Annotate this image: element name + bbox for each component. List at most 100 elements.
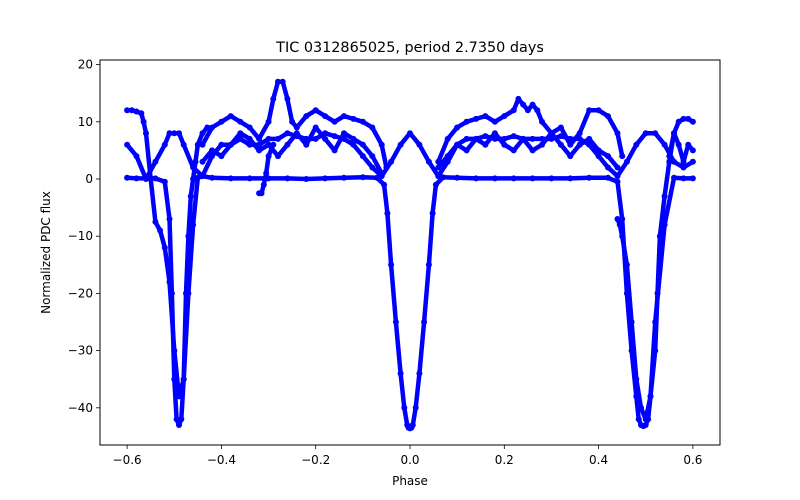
series-trace xyxy=(124,173,696,431)
data-point xyxy=(270,95,277,102)
data-point xyxy=(256,147,263,154)
data-point xyxy=(440,174,446,181)
data-point xyxy=(124,174,131,181)
data-point xyxy=(534,107,541,114)
data-point xyxy=(303,176,310,182)
data-point xyxy=(392,319,399,325)
data-series-1 xyxy=(124,173,696,432)
data-point xyxy=(284,130,291,137)
data-point xyxy=(619,233,626,240)
data-point xyxy=(199,158,206,165)
y-tick-label: 20 xyxy=(78,58,93,72)
y-tick-label: −30 xyxy=(68,344,93,358)
data-point xyxy=(685,115,692,122)
data-point xyxy=(265,118,272,125)
data-point xyxy=(369,124,376,131)
data-point xyxy=(619,216,626,222)
data-point xyxy=(265,135,272,142)
data-point xyxy=(616,221,623,228)
data-point xyxy=(614,130,621,137)
data-point xyxy=(633,376,640,383)
data-point xyxy=(171,130,178,137)
data-point xyxy=(567,141,574,148)
data-point xyxy=(557,124,564,131)
x-axis-label: Phase xyxy=(392,474,428,488)
y-tick-label: 10 xyxy=(78,115,93,129)
data-point xyxy=(359,118,366,125)
data-point xyxy=(680,158,687,165)
data-point xyxy=(152,218,159,225)
data-point xyxy=(246,135,253,142)
data-series-2 xyxy=(124,107,211,400)
data-point xyxy=(454,124,461,131)
data-point xyxy=(666,153,673,160)
data-point xyxy=(218,118,225,125)
data-point xyxy=(293,124,300,131)
data-point xyxy=(463,147,470,154)
data-point xyxy=(614,216,621,222)
data-series-10 xyxy=(666,130,696,165)
data-point xyxy=(671,130,677,137)
data-point xyxy=(548,175,555,182)
data-point xyxy=(675,118,682,125)
data-point xyxy=(397,141,404,148)
data-point xyxy=(635,416,642,423)
x-tick-label: 0.6 xyxy=(683,453,702,467)
data-point xyxy=(520,135,527,142)
data-point xyxy=(689,175,696,182)
data-point xyxy=(671,174,677,181)
data-point xyxy=(128,107,135,114)
data-point xyxy=(133,175,140,182)
data-point xyxy=(124,141,131,148)
data-point xyxy=(444,135,451,142)
data-point xyxy=(510,147,517,154)
data-point xyxy=(614,178,621,185)
x-tick-label: 0.4 xyxy=(589,453,608,467)
data-point xyxy=(381,181,388,188)
data-point xyxy=(416,141,423,148)
data-point xyxy=(435,173,442,180)
data-point xyxy=(173,416,180,423)
data-point xyxy=(407,130,413,137)
data-point xyxy=(614,173,621,180)
data-point xyxy=(227,175,234,182)
data-point xyxy=(661,141,668,148)
data-point xyxy=(539,118,545,125)
data-point xyxy=(124,107,131,114)
data-point xyxy=(176,422,182,428)
data-point xyxy=(642,422,649,428)
data-point xyxy=(614,164,621,171)
data-point xyxy=(661,193,668,200)
data-series-8 xyxy=(435,130,621,171)
x-tick-label: −0.6 xyxy=(113,453,142,467)
data-point xyxy=(642,130,649,137)
data-point xyxy=(529,175,536,182)
data-point xyxy=(275,78,281,85)
data-point xyxy=(619,153,626,160)
data-point xyxy=(454,174,461,181)
data-point xyxy=(161,178,168,185)
y-tick-label: −40 xyxy=(68,401,93,415)
data-point xyxy=(237,130,244,137)
data-point xyxy=(322,175,329,182)
data-point xyxy=(638,404,644,411)
data-point xyxy=(331,147,338,154)
data-point xyxy=(491,118,498,125)
data-point xyxy=(529,147,536,154)
data-point xyxy=(331,118,338,125)
data-point xyxy=(374,174,380,181)
data-point xyxy=(689,158,696,165)
data-point xyxy=(133,153,140,160)
data-point xyxy=(482,113,489,120)
data-point xyxy=(157,227,164,234)
data-point xyxy=(412,404,419,411)
data-point xyxy=(652,130,659,137)
data-point xyxy=(293,130,300,137)
data-point xyxy=(341,130,347,137)
data-point xyxy=(279,78,286,85)
data-point xyxy=(359,141,366,148)
data-point xyxy=(192,158,199,165)
data-point xyxy=(176,130,182,137)
data-point xyxy=(567,175,574,182)
data-point xyxy=(303,113,310,120)
